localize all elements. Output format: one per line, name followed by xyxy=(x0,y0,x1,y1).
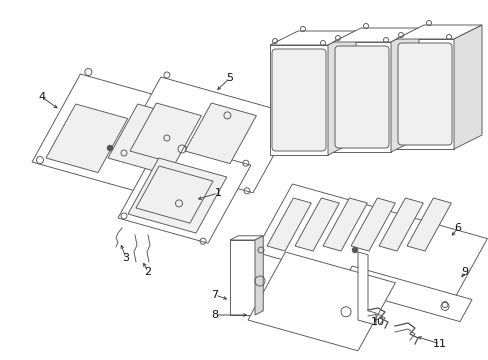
Text: 5: 5 xyxy=(226,73,233,83)
Text: 11: 11 xyxy=(432,339,446,349)
Polygon shape xyxy=(323,198,366,251)
Polygon shape xyxy=(32,74,235,206)
Polygon shape xyxy=(350,198,395,251)
Polygon shape xyxy=(294,198,339,251)
Polygon shape xyxy=(390,28,418,152)
Polygon shape xyxy=(229,240,254,315)
Text: 6: 6 xyxy=(453,223,461,233)
Polygon shape xyxy=(266,198,311,251)
Polygon shape xyxy=(327,31,355,155)
Polygon shape xyxy=(254,184,487,307)
Polygon shape xyxy=(339,266,471,321)
Polygon shape xyxy=(46,104,127,172)
Text: 2: 2 xyxy=(144,267,151,277)
Polygon shape xyxy=(357,252,375,325)
Text: 4: 4 xyxy=(39,92,45,102)
Polygon shape xyxy=(332,28,418,42)
Polygon shape xyxy=(453,25,481,149)
Text: 7: 7 xyxy=(211,290,218,300)
FancyBboxPatch shape xyxy=(397,43,451,145)
Circle shape xyxy=(107,145,113,151)
Polygon shape xyxy=(128,158,226,233)
Polygon shape xyxy=(118,140,250,243)
Polygon shape xyxy=(118,77,295,193)
Polygon shape xyxy=(108,104,189,172)
Polygon shape xyxy=(184,103,256,163)
Polygon shape xyxy=(332,42,390,152)
Text: 9: 9 xyxy=(461,267,468,277)
Polygon shape xyxy=(395,25,481,39)
Text: 10: 10 xyxy=(370,317,384,327)
Polygon shape xyxy=(269,45,327,155)
Text: 8: 8 xyxy=(211,310,218,320)
Text: 1: 1 xyxy=(214,188,221,198)
Text: 3: 3 xyxy=(122,253,129,263)
Polygon shape xyxy=(254,236,263,315)
Polygon shape xyxy=(130,103,201,163)
Polygon shape xyxy=(247,252,395,351)
Circle shape xyxy=(351,247,357,253)
FancyBboxPatch shape xyxy=(271,49,325,151)
Polygon shape xyxy=(406,198,450,251)
Polygon shape xyxy=(395,39,453,149)
FancyBboxPatch shape xyxy=(334,46,388,148)
Polygon shape xyxy=(378,198,423,251)
Polygon shape xyxy=(229,236,263,240)
Polygon shape xyxy=(269,31,355,45)
